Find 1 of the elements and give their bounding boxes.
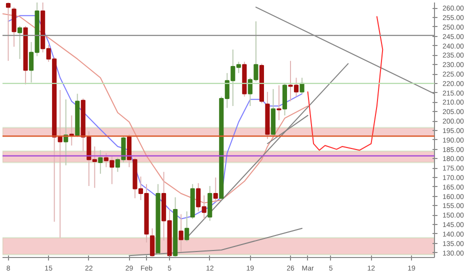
line-series [307, 16, 384, 151]
